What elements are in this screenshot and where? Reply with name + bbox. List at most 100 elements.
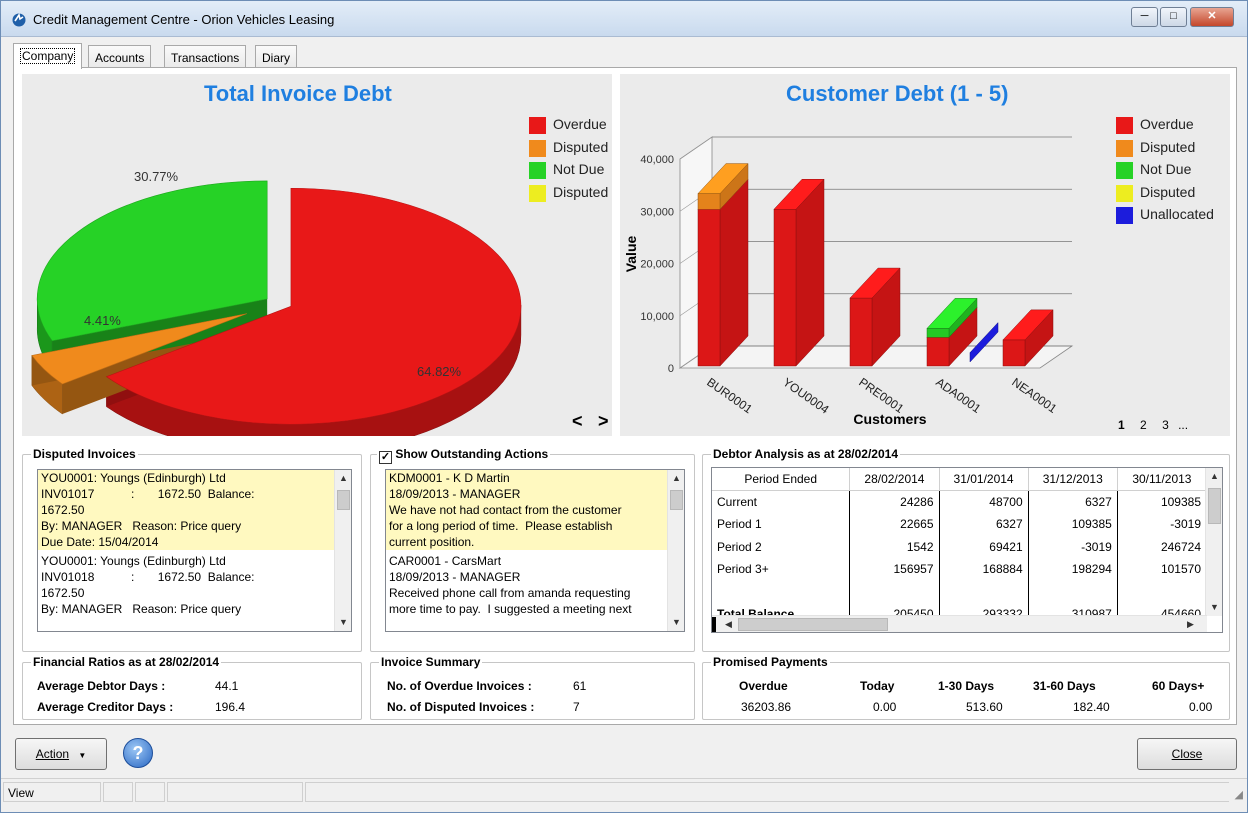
maximize-button[interactable]: □ xyxy=(1160,7,1187,27)
pie-slice-not-due xyxy=(36,180,268,342)
promised-payments-title: Promised Payments xyxy=(711,655,830,669)
status-cell xyxy=(103,782,133,802)
title-bar: Credit Management Centre - Orion Vehicle… xyxy=(1,1,1247,37)
page-link-3[interactable]: 3 xyxy=(1162,418,1169,432)
disputed-invoices-label: No. of Disputed Invoices : xyxy=(387,700,535,714)
scroll-thumb[interactable] xyxy=(670,490,683,510)
y-axis-title: Value xyxy=(623,236,639,273)
chart-prev-button[interactable]: < xyxy=(572,411,583,431)
pie-data-label: 30.77% xyxy=(134,169,179,184)
outstanding-actions-group: ✓ Show Outstanding Actions KDM0001 - K D… xyxy=(370,447,695,652)
tab-diary[interactable]: Diary xyxy=(255,45,298,68)
scroll-down-icon[interactable]: ▼ xyxy=(1210,602,1219,612)
scroll-down-icon[interactable]: ▼ xyxy=(339,617,348,627)
close-window-button[interactable]: ✕ xyxy=(1190,7,1234,27)
column-header: 30/11/2013 xyxy=(1117,468,1208,491)
vertical-scrollbar[interactable]: ▲ ▼ xyxy=(667,470,684,631)
outstanding-actions-header: ✓ Show Outstanding Actions xyxy=(377,447,551,464)
chart-next-button[interactable]: > xyxy=(598,411,609,431)
invoice-summary-title: Invoice Summary xyxy=(379,655,483,669)
scroll-up-icon[interactable]: ▲ xyxy=(1210,471,1219,481)
tab-company[interactable]: Company xyxy=(13,43,83,69)
close-button[interactable]: Close xyxy=(1137,738,1237,770)
table-row[interactable]: Current 24286 48700 6327 109385 xyxy=(712,490,1208,513)
scroll-left-icon[interactable]: ◀ xyxy=(725,619,732,629)
list-item[interactable]: YOU0001: Youngs (Edinburgh) Ltd INV01017… xyxy=(38,470,351,550)
vertical-scrollbar[interactable]: ▲ ▼ xyxy=(1205,468,1222,616)
help-icon[interactable]: ? xyxy=(123,738,153,768)
scroll-thumb[interactable] xyxy=(1208,488,1221,524)
status-bar: View ◢ xyxy=(1,778,1247,804)
scroll-thumb[interactable] xyxy=(738,618,888,631)
x-tick-label: BUR0001 xyxy=(704,375,755,416)
debtor-analysis-title: Debtor Analysis as at 28/02/2014 xyxy=(711,447,900,461)
x-tick-label: YOU0004 xyxy=(780,375,831,417)
gridline-side xyxy=(679,136,713,160)
status-cell xyxy=(135,782,165,802)
promised-payments-values: 36203.86 0.00 513.60 182.40 0.00 xyxy=(703,699,1231,717)
column-header: Period Ended xyxy=(712,468,851,491)
scroll-down-icon[interactable]: ▼ xyxy=(672,617,681,627)
tab-accounts[interactable]: Accounts xyxy=(88,45,152,68)
pie-slice-overdue xyxy=(105,187,522,425)
list-item[interactable]: KDM0001 - K D Martin 18/09/2013 - MANAGE… xyxy=(386,470,684,550)
minimize-button[interactable]: ─ xyxy=(1131,7,1158,27)
disputed-invoices-value: 7 xyxy=(573,700,580,714)
pie-data-label: 4.41% xyxy=(84,313,121,328)
table-row[interactable] xyxy=(712,580,1208,603)
status-cell xyxy=(167,782,303,802)
table-row[interactable]: Period 3+ 156957 168884 198294 101570 xyxy=(712,558,1208,581)
x-tick-label: PRE0001 xyxy=(856,375,906,416)
show-actions-checkbox[interactable]: ✓ xyxy=(379,451,392,464)
column-header: 60 Days+ xyxy=(1152,679,1205,693)
bar-overdue xyxy=(773,209,797,367)
overdue-amount: 36203.86 xyxy=(741,700,792,714)
list-item[interactable]: YOU0001: Youngs (Edinburgh) Ltd INV01018… xyxy=(41,554,255,616)
x-tick-label: NEA0001 xyxy=(1009,375,1059,416)
table-row[interactable]: Period 1 22665 6327 109385 -3019 xyxy=(712,513,1208,536)
cell-cursor xyxy=(712,617,716,632)
outstanding-actions-title: Show Outstanding Actions xyxy=(395,447,549,461)
scroll-thumb[interactable] xyxy=(337,490,350,510)
pie-chart: 64.82% 4.41% 30.77% xyxy=(31,169,522,436)
bar-disputed xyxy=(697,193,721,210)
bar-overdue xyxy=(697,209,721,367)
pie-data-label: 64.82% xyxy=(417,364,462,379)
page-link-2[interactable]: 2 xyxy=(1140,418,1147,432)
scroll-up-icon[interactable]: ▲ xyxy=(672,473,681,483)
promised-payments-group: Promised Payments Overdue Today 1-30 Day… xyxy=(702,655,1231,720)
disputed-invoices-group: Disputed Invoices YOU0001: Youngs (Edinb… xyxy=(22,447,362,652)
status-cell xyxy=(305,782,1229,802)
vertical-scrollbar[interactable]: ▲ ▼ xyxy=(334,470,351,631)
bar-chart-title: Customer Debt (1 - 5) xyxy=(786,81,1009,106)
overdue-invoices-value: 61 xyxy=(573,679,587,693)
bar-overdue-side xyxy=(719,178,749,367)
y-tick-label: 20,000 xyxy=(640,259,674,271)
page-link-more[interactable]: ... xyxy=(1178,418,1189,432)
column-header: 31-60 Days xyxy=(1033,679,1096,693)
y-tick-label: 30,000 xyxy=(640,206,674,218)
legend-swatch xyxy=(1116,162,1133,179)
disputed-invoices-list[interactable]: YOU0001: Youngs (Edinburgh) Ltd INV01017… xyxy=(37,469,352,632)
debtor-analysis-grid[interactable]: Period Ended 28/02/2014 31/01/2014 31/12… xyxy=(711,467,1223,633)
debtor-days-value: 44.1 xyxy=(215,679,239,693)
app-icon xyxy=(12,13,26,27)
bar-chart-area: Customer Debt (1 - 5) 0 10,000 20,000 30,00… xyxy=(620,74,1230,436)
horizontal-scrollbar[interactable]: ◀ ▶ xyxy=(712,615,1207,632)
bar-overdue xyxy=(926,337,950,367)
outstanding-actions-list[interactable]: KDM0001 - K D Martin 18/09/2013 - MANAGE… xyxy=(385,469,685,632)
legend-swatch xyxy=(529,117,546,134)
scroll-right-icon[interactable]: ▶ xyxy=(1187,619,1194,629)
page-link-1[interactable]: 1 xyxy=(1118,418,1125,432)
tab-transactions[interactable]: Transactions xyxy=(164,45,247,68)
debtor-days-label: Average Debtor Days : xyxy=(37,679,166,693)
status-text: View xyxy=(3,782,101,802)
list-item[interactable]: CAR0001 - CarsMart 18/09/2013 - MANAGER … xyxy=(389,554,632,616)
debtor-analysis-group: Debtor Analysis as at 28/02/2014 Period … xyxy=(702,447,1230,652)
chart-pagination: 1 2 3 ... xyxy=(1118,418,1188,432)
table-row[interactable]: Period 2 1542 69421 -3019 246724 xyxy=(712,535,1208,558)
action-dropdown-button[interactable]: Action ▼ xyxy=(15,738,107,770)
scroll-up-icon[interactable]: ▲ xyxy=(339,473,348,483)
resize-grip-icon[interactable]: ◢ xyxy=(1234,789,1243,801)
bar-overdue-side xyxy=(795,178,825,367)
